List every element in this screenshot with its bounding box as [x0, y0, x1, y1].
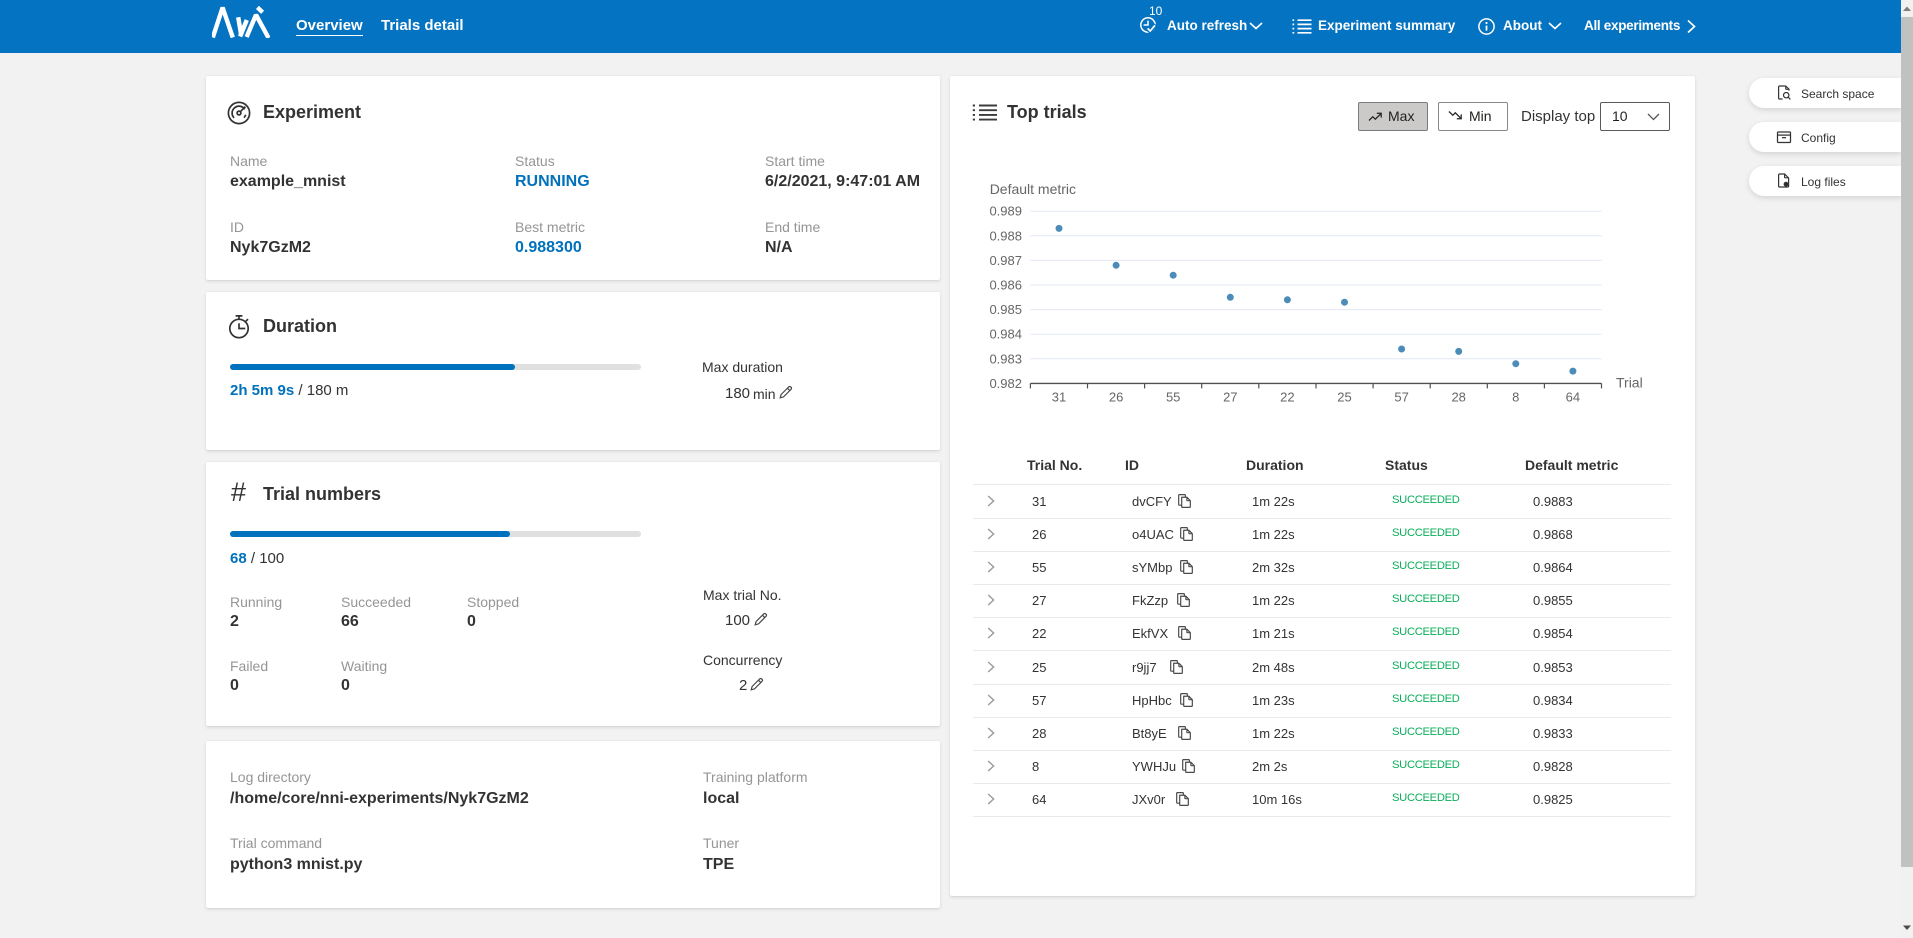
- svg-text:25: 25: [1337, 389, 1351, 404]
- svg-text:Default metric: Default metric: [990, 181, 1076, 197]
- svg-text:0.986: 0.986: [989, 278, 1022, 293]
- svg-text:27: 27: [1223, 389, 1237, 404]
- svg-text:0.982: 0.982: [989, 376, 1022, 391]
- svg-text:31: 31: [1052, 389, 1066, 404]
- svg-text:22: 22: [1280, 389, 1294, 404]
- svg-text:8: 8: [1512, 389, 1519, 404]
- svg-text:0.985: 0.985: [989, 302, 1022, 317]
- svg-text:26: 26: [1109, 389, 1123, 404]
- svg-text:57: 57: [1394, 389, 1408, 404]
- svg-text:Trial: Trial: [1616, 374, 1643, 390]
- svg-text:55: 55: [1166, 389, 1180, 404]
- svg-text:0.988: 0.988: [989, 228, 1022, 243]
- svg-text:0.984: 0.984: [989, 327, 1022, 342]
- svg-text:64: 64: [1566, 389, 1580, 404]
- svg-text:0.989: 0.989: [989, 204, 1022, 219]
- svg-text:0.987: 0.987: [989, 253, 1022, 268]
- svg-text:0.983: 0.983: [989, 351, 1022, 366]
- svg-text:28: 28: [1451, 389, 1465, 404]
